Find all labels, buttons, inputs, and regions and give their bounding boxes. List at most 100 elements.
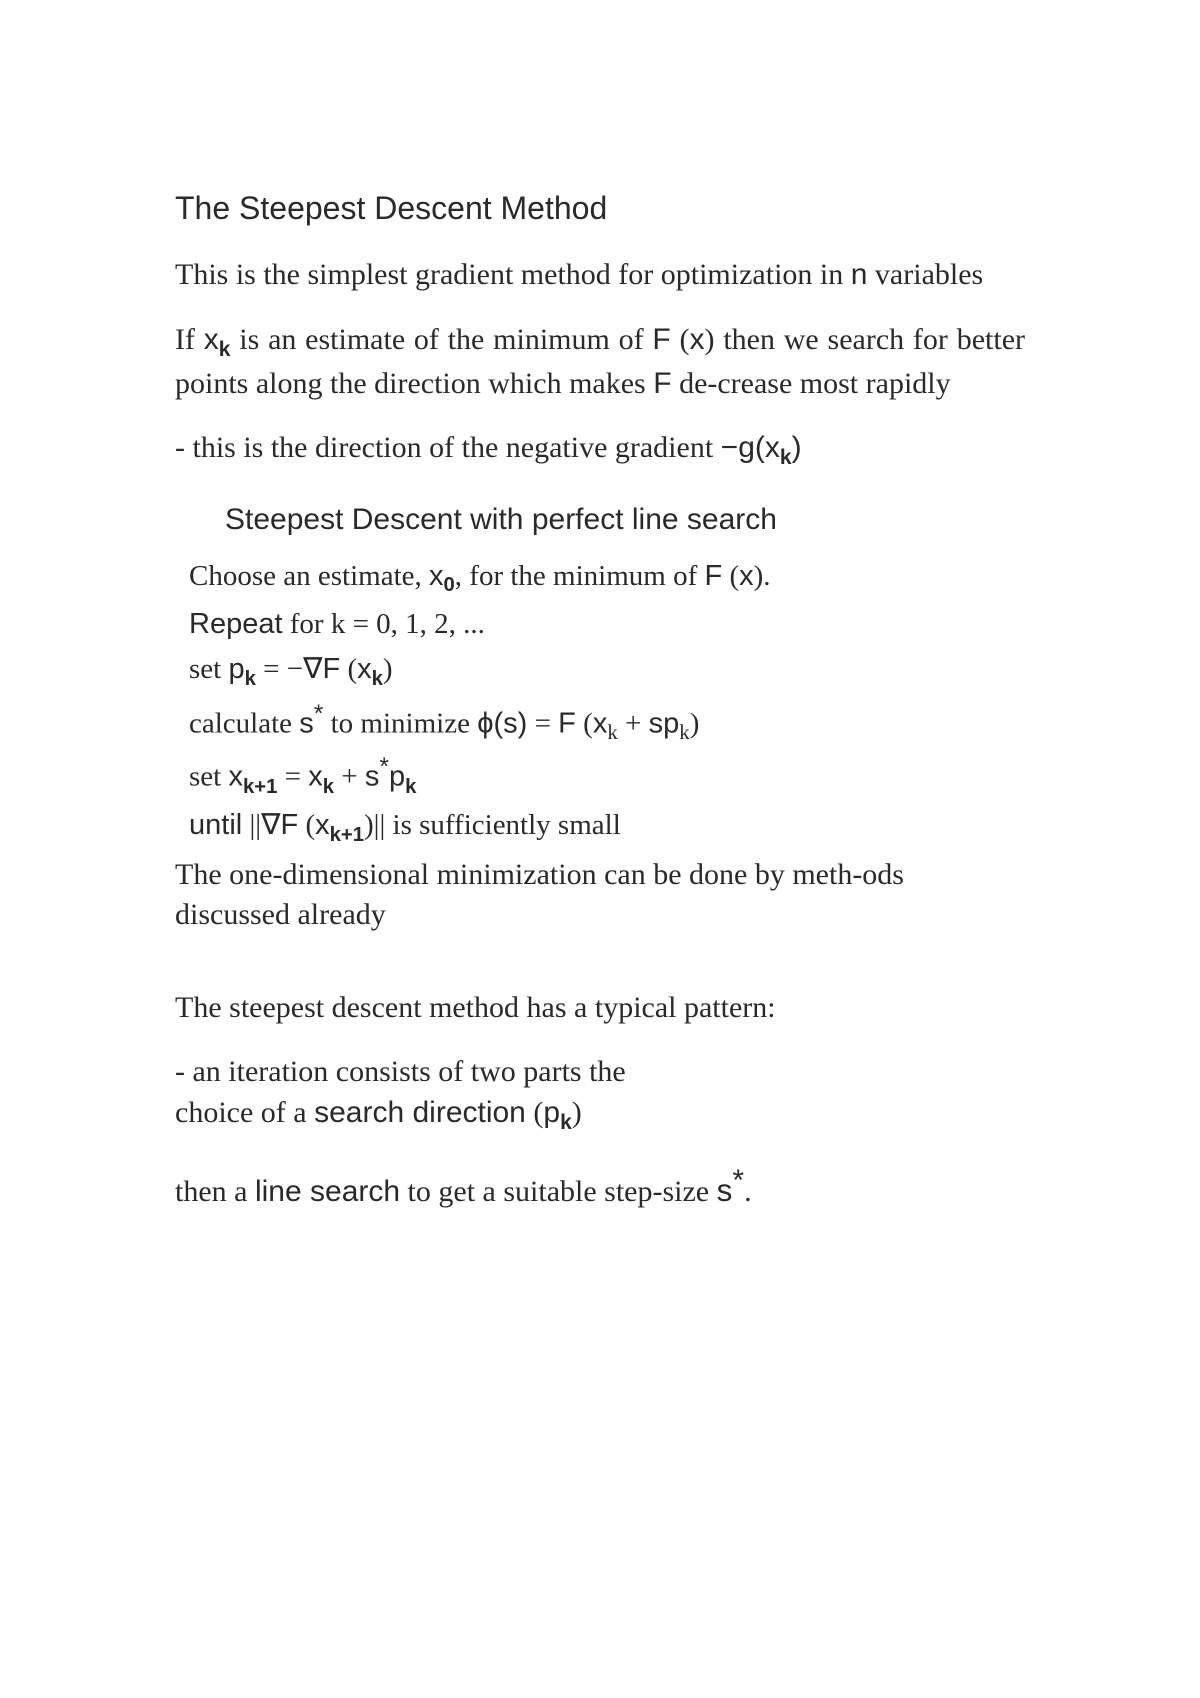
para3: - this is the direction of the negative … <box>175 428 1025 472</box>
b-t1: - an iteration consists of two parts the <box>175 1055 626 1088</box>
last-t3: . <box>744 1175 752 1208</box>
p2-F2: F <box>653 367 671 400</box>
intro-paragraph: This is the simplest gradient method for… <box>175 255 1025 296</box>
l4-t1: calculate <box>189 707 299 739</box>
l4-lp: ( <box>493 707 503 739</box>
b-t4: ) <box>572 1096 582 1129</box>
p3-k: k <box>780 446 792 469</box>
l5-t1: set <box>189 761 228 793</box>
l5-k: k <box>323 776 334 798</box>
l5-x2: x <box>308 761 323 793</box>
l3-t2: ( <box>340 653 357 685</box>
l4-eq: = <box>527 707 558 739</box>
p3-t1: - this is the direction of the negative … <box>175 431 721 464</box>
p2-t3: ( <box>671 323 690 356</box>
b-t2: choice of a <box>175 1096 314 1129</box>
l6-t2: ( <box>298 809 315 841</box>
l4-k: k <box>607 720 617 744</box>
para2: If xk is an estimate of the minimum of F… <box>175 320 1025 405</box>
l5-plus: + <box>334 761 365 793</box>
l1-x: x <box>429 560 444 592</box>
l2-rest: for k = 0, 1, 2, ... <box>283 608 485 640</box>
algo-l4: calculate s* to minimize ϕ(s) = F (xk + … <box>189 697 1025 749</box>
l3-p: p <box>228 653 244 685</box>
l3-eq: = −∇ <box>256 653 323 685</box>
bullet-para: - an iteration consists of two parts the… <box>175 1052 1025 1137</box>
l5-s: s <box>365 761 380 793</box>
l1-xx: x <box>739 560 754 592</box>
last-star: * <box>732 1164 744 1197</box>
l3-t3: ) <box>383 653 393 685</box>
intro-suffix: variables <box>867 258 983 291</box>
intro-prefix: This is the simplest gradient method for… <box>175 258 851 291</box>
l4-x: x <box>593 707 608 739</box>
p2-F: F <box>652 323 670 356</box>
l5-p: p <box>389 761 405 793</box>
p3-g: g <box>738 431 755 464</box>
l4-s: s <box>299 707 314 739</box>
p3-neg: − <box>721 431 739 464</box>
algo-l3: set pk = −∇F (xk) <box>189 648 1025 694</box>
l6-k1: k+1 <box>330 824 364 846</box>
b-k: k <box>560 1111 572 1134</box>
l4-t2: to minimize <box>323 707 477 739</box>
l3-k2: k <box>372 668 383 690</box>
l5-eq: = <box>277 761 308 793</box>
l5-k1: k+1 <box>243 776 277 798</box>
l4-F: F <box>558 707 576 739</box>
algo-l1: Choose an estimate, x0, for the minimum … <box>189 555 1025 601</box>
last-ls: line search <box>255 1175 400 1208</box>
l4-phi: ϕ <box>477 707 493 739</box>
b-p: p <box>543 1096 560 1129</box>
last-para: then a line search to get a suitable ste… <box>175 1161 1025 1213</box>
l6-x: x <box>315 809 330 841</box>
l6-until: until <box>189 809 242 841</box>
p2-k: k <box>219 338 231 361</box>
l4-star: * <box>314 701 324 728</box>
l1-t1: Choose an estimate, <box>189 560 429 592</box>
l6-t1: ||∇ <box>242 809 280 841</box>
l1-t3: ( <box>722 560 739 592</box>
last-t1: then a <box>175 1175 255 1208</box>
l1-F: F <box>704 560 722 592</box>
l3-F: F <box>323 653 341 685</box>
last-s: s <box>717 1172 733 1208</box>
p2-t1: If <box>175 323 204 356</box>
subtitle: Steepest Descent with perfect line searc… <box>225 503 1025 537</box>
last-t2: to get a suitable step-size <box>400 1175 717 1208</box>
l1-0: 0 <box>444 574 455 596</box>
b-sd: search direction <box>314 1096 526 1129</box>
l4-sps: s <box>649 707 664 739</box>
page-title: The Steepest Descent Method <box>175 190 1025 227</box>
l3-x: x <box>357 653 372 685</box>
l1-t4: ). <box>754 560 771 592</box>
p3-x: x <box>765 431 780 464</box>
l5-k2: k <box>405 776 416 798</box>
l4-t3: ( <box>576 707 593 739</box>
l3-k: k <box>245 668 256 690</box>
algorithm-block: Choose an estimate, x0, for the minimum … <box>189 555 1025 851</box>
l5-x: x <box>228 761 243 793</box>
pattern-para: The steepest descent method has a typica… <box>175 988 1025 1029</box>
p2-xx: x <box>690 323 705 356</box>
p3-lp: ( <box>755 431 765 464</box>
var-n: n <box>851 258 868 291</box>
l3-t1: set <box>189 653 228 685</box>
algo-l2: Repeat for k = 0, 1, 2, ... <box>189 603 1025 647</box>
l4-plus: + <box>618 707 649 739</box>
l4-rp: ) <box>518 707 528 739</box>
l6-t3: )|| is sufficiently small <box>364 809 621 841</box>
l4-ss: s <box>503 707 518 739</box>
l2-repeat: Repeat <box>189 608 283 640</box>
p2-x: x <box>204 323 219 356</box>
algo-l7: The one-dimensional minimization can be … <box>175 855 1025 936</box>
algo-l5: set xk+1 = xk + s*pk <box>189 750 1025 802</box>
l5-star: * <box>379 754 389 781</box>
l1-t2: , for the minimum of <box>455 560 705 592</box>
algo-l6: until ||∇F (xk+1)|| is sufficiently smal… <box>189 804 1025 850</box>
p3-rp: ) <box>792 431 802 464</box>
l4-spp: p <box>663 707 679 739</box>
p2-t5: de-crease most rapidly <box>672 367 951 400</box>
l4-t4: ) <box>690 707 700 739</box>
b-t3: ( <box>526 1096 544 1129</box>
